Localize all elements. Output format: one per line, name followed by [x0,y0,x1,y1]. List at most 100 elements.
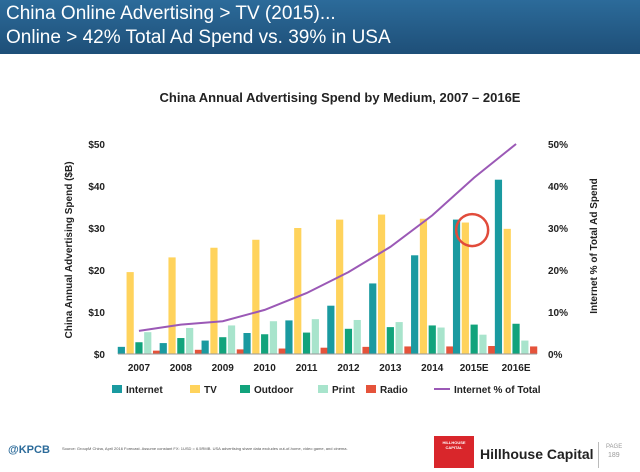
bar-outdoor-2009 [219,337,227,354]
x-tick-label: 2010 [254,363,277,374]
hillhouse-logo-text: HILLHOUSE CAPITAL [442,440,466,450]
x-tick-label: 2012 [337,363,360,374]
bar-print-2008 [186,327,194,354]
y-tick-label: $40 [88,182,105,193]
legend-label-internet-of-total: Internet % of Total [454,385,541,396]
bar-outdoor-2010 [261,334,269,354]
bar-outdoor-2008 [177,338,185,354]
bar-internet-2012 [327,305,335,354]
y2-axis-label: Internet % of Total Ad Spend [589,178,600,314]
x-tick-label: 2007 [128,363,151,374]
bar-print-2015e [479,334,487,354]
bar-tv-2015e [461,222,469,354]
line-internet-of-total [138,143,517,332]
bar-radio-2011 [320,347,328,354]
bar-print-2009 [227,325,236,354]
bar-outdoor-2012 [344,328,353,354]
bar-print-2016e [521,340,529,354]
bar-tv-2011 [294,228,302,354]
y-tick-label: $10 [88,308,105,319]
legend-swatch-tv [190,385,200,393]
y2-tick-label: 10% [548,308,568,319]
chart-area: China Annual Advertising Spend by Medium… [0,54,640,424]
bar-outdoor-2007 [135,342,143,354]
bar-outdoor-2011 [302,332,311,354]
y-tick-label: $0 [94,350,106,361]
bar-internet-2007 [117,346,125,354]
bar-outdoor-2016e [512,323,520,354]
bar-outdoor-2015e [470,324,478,354]
bar-tv-2008 [168,257,176,354]
bar-radio-2007 [152,350,161,354]
hillhouse-logo: HILLHOUSE CAPITAL [434,436,474,468]
bar-internet-2008 [159,343,167,354]
bar-internet-2009 [201,340,209,354]
y-tick-label: $50 [88,140,105,151]
bar-tv-2010 [252,239,260,354]
bar-outdoor-2013 [386,327,394,354]
chart-title: China Annual Advertising Spend by Medium… [160,90,521,105]
bar-print-2007 [144,332,152,354]
slide-title-line-1: China Online Advertising > TV (2015)... [6,3,336,24]
bar-outdoor-2014 [428,325,436,354]
legend-label-internet: Internet [126,385,163,396]
bar-radio-2008 [194,349,203,354]
y2-tick-label: 30% [548,224,568,235]
bar-radio-2009 [236,349,244,354]
x-tick-label: 2008 [170,363,193,374]
bar-internet-2016e [494,179,503,354]
y2-tick-label: 0% [548,350,563,361]
bar-print-2014 [437,327,445,354]
bar-tv-2014 [419,218,428,354]
page-divider [598,442,599,468]
legend-label-radio: Radio [380,385,408,396]
bar-internet-2014 [411,255,419,354]
bar-internet-2013 [369,283,377,354]
x-tick-label: 2014 [421,363,444,374]
legend-label-outdoor: Outdoor [254,385,294,396]
bar-tv-2009 [210,247,218,354]
y-tick-label: $20 [88,266,105,277]
x-tick-label: 2009 [212,363,235,374]
y-tick-label: $30 [88,224,105,235]
bar-radio-2016e [530,346,538,354]
bar-tv-2007 [126,272,134,354]
x-tick-label: 2015E [460,363,489,374]
page-label: PAGE [606,444,623,450]
y-axis-label: China Annual Advertising Spend ($B) [64,161,75,338]
company-name: Hillhouse Capital [480,446,594,462]
x-tick-label: 2016E [502,363,531,374]
bar-radio-2015e [488,346,496,354]
slide-header: China Online Advertising > TV (2015)... … [0,0,640,54]
bar-internet-2015e [452,219,461,354]
bar-radio-2013 [404,346,412,354]
bar-radio-2014 [446,346,454,354]
legend-swatch-radio [366,385,376,393]
source-note: Source: GroupM China, April 2016 Forecas… [62,446,348,451]
bar-radio-2012 [362,346,370,354]
bar-print-2012 [353,319,361,354]
legend-swatch-outdoor [240,385,250,393]
annotation-circle [454,212,490,248]
legend-label-tv: TV [204,385,217,396]
bar-tv-2016e [503,228,511,354]
x-tick-label: 2011 [296,363,318,374]
legend-swatch-print [318,385,328,393]
bar-radio-2010 [278,348,286,354]
page-number: 189 [608,452,620,459]
slide-footer: @KPCB Source: GroupM China, April 2016 F… [0,424,640,472]
slide-title-line-2: Online > 42% Total Ad Spend vs. 39% in U… [6,27,391,48]
y2-tick-label: 50% [548,140,568,151]
bar-print-2010 [269,321,278,354]
bar-internet-2010 [243,333,251,354]
legend-label-print: Print [332,385,355,396]
bar-internet-2011 [285,320,293,354]
bar-tv-2013 [377,214,386,354]
bar-tv-2012 [336,219,344,354]
y2-tick-label: 40% [548,182,568,193]
kpcb-brand: @KPCB [8,444,50,456]
bar-print-2013 [395,322,403,354]
x-tick-label: 2013 [379,363,402,374]
advertising-spend-chart: China Annual Advertising Spend by Medium… [64,90,600,396]
legend-swatch-internet [112,385,122,393]
